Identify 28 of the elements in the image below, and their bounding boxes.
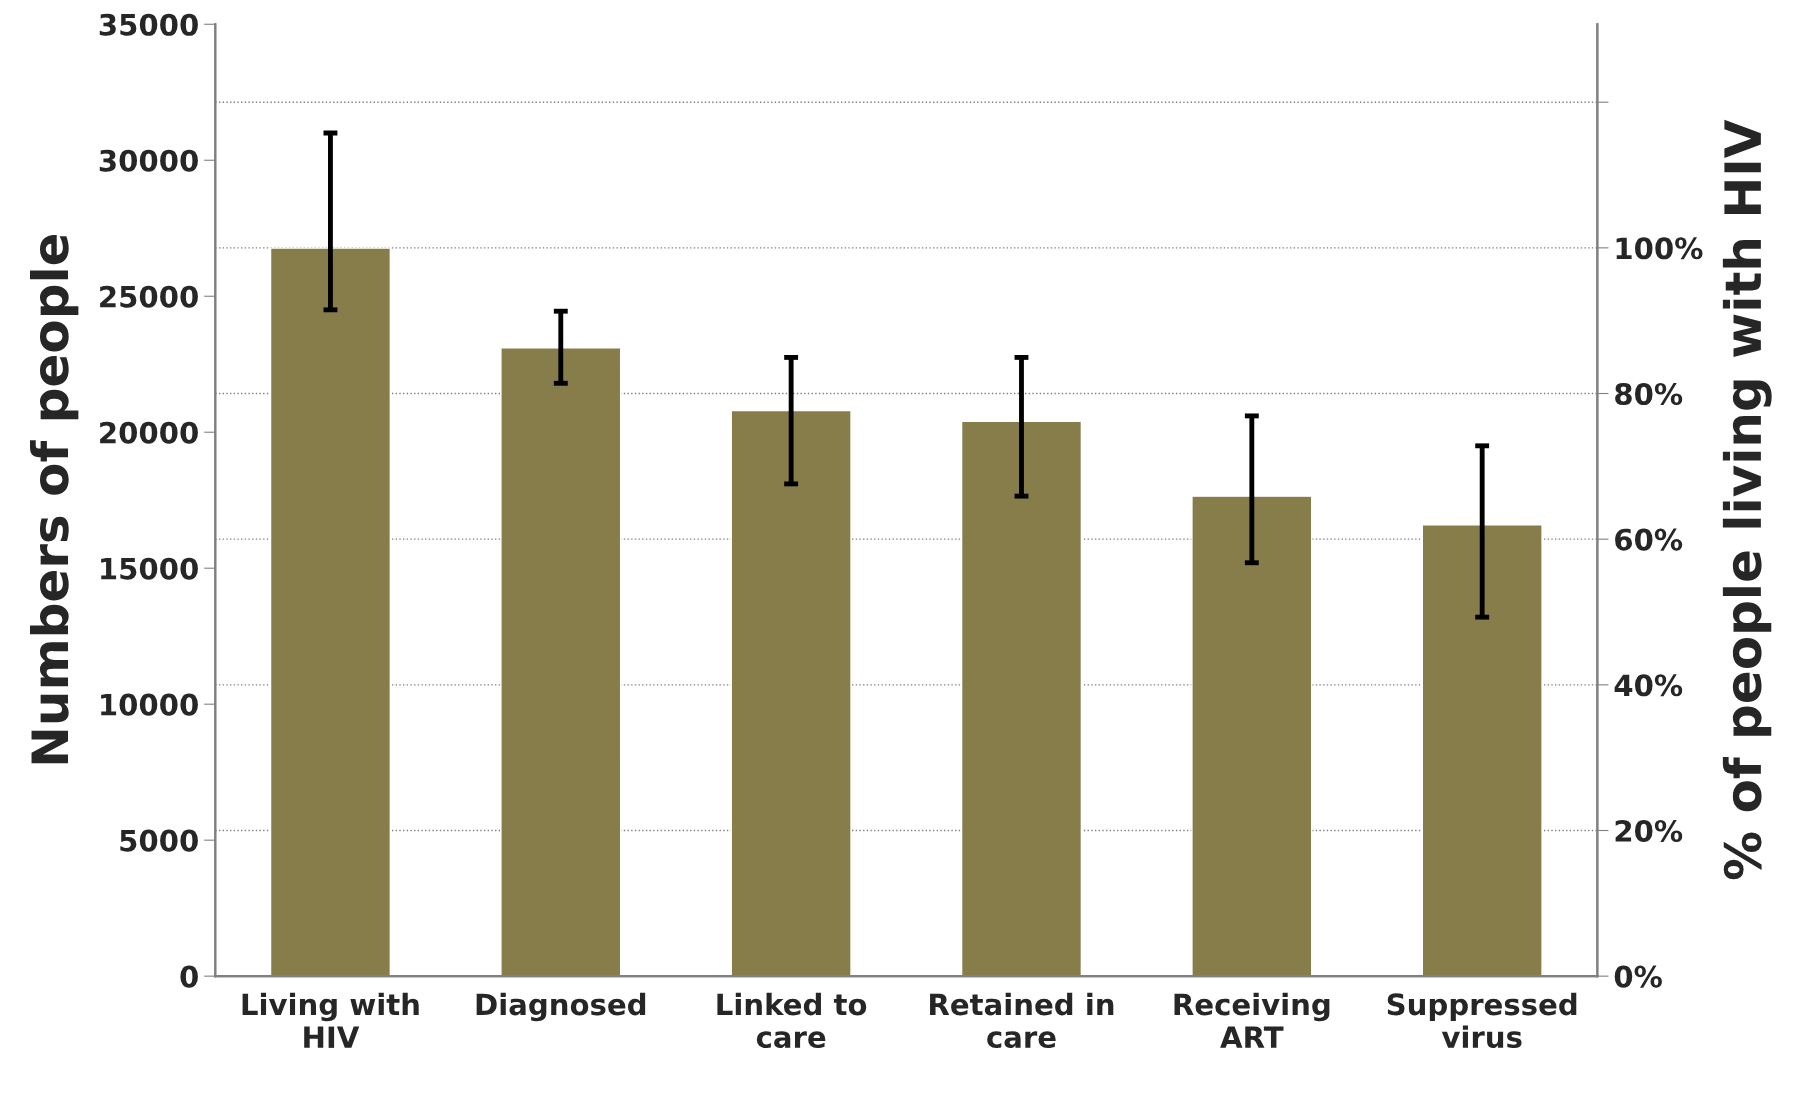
y2-tick-label: 0% bbox=[1614, 965, 1662, 988]
x-tick-label: Diagnosed bbox=[476, 992, 646, 1022]
y2-tick-label: 80% bbox=[1615, 382, 1683, 406]
bar bbox=[500, 347, 622, 977]
y-tick-label: 0 bbox=[180, 965, 198, 988]
y2-tick-label: 100% bbox=[1616, 237, 1703, 260]
y2-tick-label: 20% bbox=[1615, 819, 1683, 842]
bar bbox=[269, 247, 392, 977]
bar bbox=[730, 409, 852, 977]
y2-tick-label: 60% bbox=[1615, 528, 1683, 551]
y-axis-title: Numbers of people bbox=[30, 234, 79, 764]
y-tick-label: 15000 bbox=[101, 557, 198, 580]
y-tick-label: 30000 bbox=[99, 149, 198, 172]
y-tick-label: 35000 bbox=[99, 13, 198, 36]
x-tick-label: Receiving ART bbox=[1174, 992, 1330, 1048]
x-tick-label: Living with HIV bbox=[242, 992, 419, 1048]
x-tick-label: Suppressed virus bbox=[1387, 992, 1577, 1049]
bar bbox=[1191, 495, 1313, 977]
y-tick-label: 20000 bbox=[100, 421, 198, 444]
bar bbox=[1421, 523, 1543, 977]
y-tick-label: 5000 bbox=[120, 829, 198, 852]
x-tick-label: Linked to care bbox=[717, 992, 867, 1049]
y2-tick-label: 40% bbox=[1614, 674, 1683, 697]
x-tick-label: Retained in care bbox=[930, 992, 1114, 1049]
y-tick-label: 25000 bbox=[100, 285, 198, 308]
bar bbox=[960, 420, 1083, 977]
y2-axis-title: % of people living with HIV bbox=[1722, 119, 1772, 880]
y-tick-label: 10000 bbox=[101, 693, 198, 716]
